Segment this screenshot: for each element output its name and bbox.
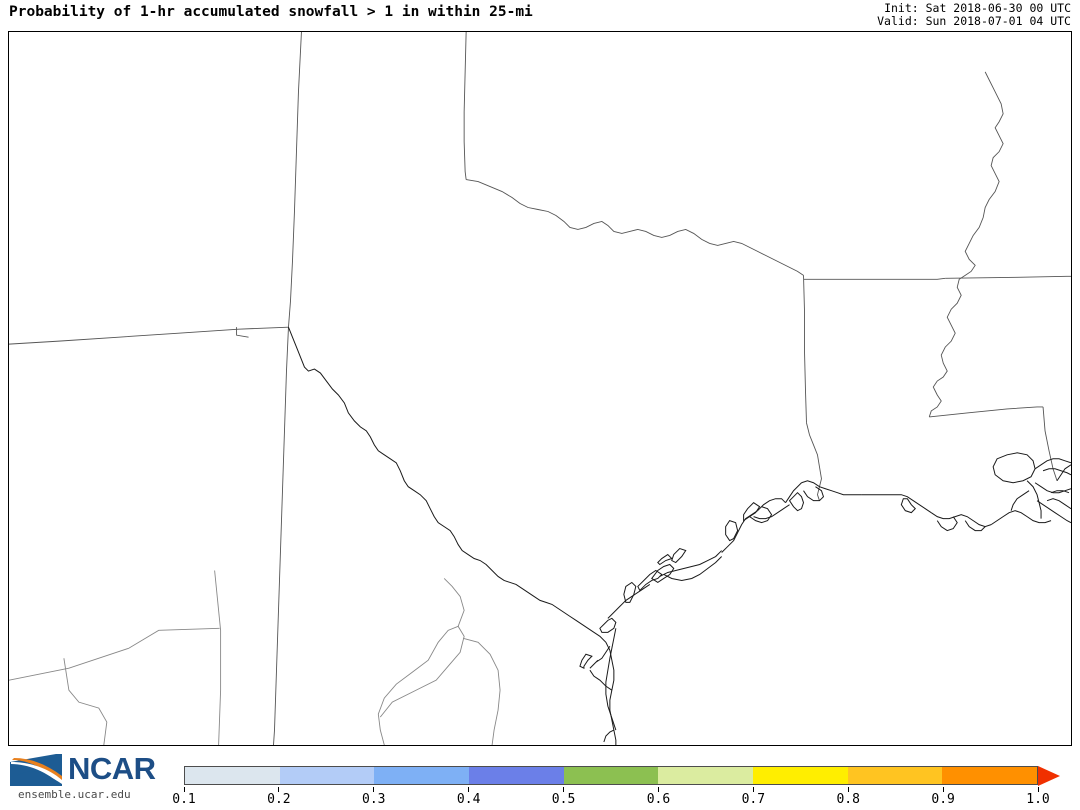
ncar-logo-url: ensemble.ucar.edu — [18, 788, 131, 801]
colorbar-tick-0.8 — [847, 787, 849, 792]
colorbar-segment-0.2-0.3 — [279, 767, 375, 784]
page-title: Probability of 1-hr accumulated snowfall… — [9, 4, 533, 20]
colorbar-tick-0.9 — [942, 787, 944, 792]
colorbar-tick-0.4 — [468, 787, 470, 792]
colorbar-segment-0.1-0.2 — [185, 767, 280, 784]
ncar-logo: NCAR ensemble.ucar.edu — [6, 751, 170, 802]
colorbar-segment-0.4-0.5 — [469, 767, 564, 784]
colorbar-tick-0.6 — [657, 787, 659, 792]
colorbar-tick-1.0 — [1037, 787, 1039, 792]
map-panel[interactable] — [8, 31, 1072, 746]
colorbar-tick-0.5 — [563, 787, 565, 792]
init-time-label: Init: Sat 2018-06-30 00 UTC — [884, 1, 1071, 15]
foreign-admin-borders — [9, 570, 501, 745]
colorbar-tick-0.1 — [183, 787, 185, 792]
colorbar-segments — [184, 766, 1038, 785]
colorbar-segment-0.5-0.6 — [563, 767, 659, 784]
colorbar-tick-label-0.6: 0.6 — [646, 792, 671, 807]
colorbar-tick-label-0.5: 0.5 — [551, 792, 576, 807]
legend-footer: NCAR ensemble.ucar.edu 0.1 0.2 0.3 0.4 0.5 0.… — [0, 746, 1080, 810]
valid-time-label: Valid: Sun 2018-07-01 04 UTC — [877, 14, 1071, 28]
ncar-logo-text: NCAR — [68, 751, 156, 786]
forecast-timestamps: Init: Sat 2018-06-30 00 UTC Valid: Sun 2… — [877, 2, 1071, 28]
colorbar-tick-label-0.9: 0.9 — [931, 792, 955, 807]
colorbar-segment-0.6-0.7 — [658, 767, 754, 784]
colorbar-tick-0.7 — [752, 787, 754, 792]
colorbar-tick-label-0.7: 0.7 — [741, 792, 766, 807]
colorbar-tick-label-0.4: 0.4 — [456, 792, 481, 807]
colorbar-segment-0.3-0.4 — [374, 767, 470, 784]
colorbar-segment-0.7-0.8 — [753, 767, 848, 784]
colorbar-tick-labels: 0.1 0.2 0.3 0.4 0.5 0.6 0.7 0.8 0.9 1.0 — [172, 787, 1050, 807]
colorbar-tick-label-0.3: 0.3 — [362, 792, 386, 807]
map-geography — [9, 32, 1071, 745]
colorbar-tick-0.3 — [373, 787, 375, 792]
coastline — [288, 326, 1071, 745]
colorbar-segment-0.9-1.0 — [942, 767, 1038, 784]
ncar-logo-mark — [10, 754, 62, 786]
probability-colorbar[interactable]: 0.1 0.2 0.3 0.4 0.5 0.6 0.7 0.8 0.9 1.0 — [172, 766, 1060, 807]
colorbar-tick-label-1.0: 1.0 — [1026, 792, 1050, 807]
colorbar-tick-0.2 — [278, 787, 280, 792]
colorbar-overflow-arrow-icon — [1038, 766, 1060, 786]
colorbar-tick-label-0.8: 0.8 — [836, 792, 860, 807]
state-borders — [9, 32, 1071, 745]
colorbar-tick-label-0.1: 0.1 — [172, 792, 196, 807]
colorbar-segment-0.8-0.9 — [847, 767, 943, 784]
colorbar-tick-label-0.2: 0.2 — [267, 792, 291, 807]
